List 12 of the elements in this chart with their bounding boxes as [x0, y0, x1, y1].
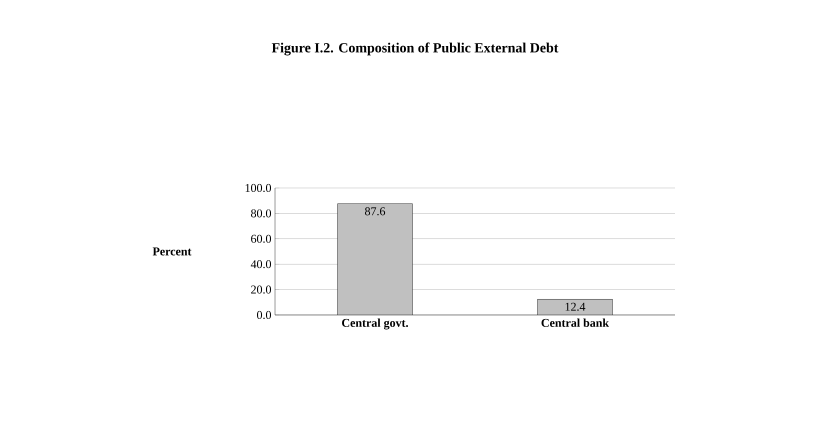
y-tick-label: 40.0	[250, 260, 272, 268]
y-axis-title: Percent	[152, 248, 192, 256]
data-label: 87.6	[365, 207, 386, 216]
y-tick-label: 80.0	[251, 209, 272, 218]
y-tick-label: 100.0	[246, 184, 272, 192]
y-tick-label: 60.0	[251, 234, 272, 243]
chart-title: Figure I.2. Composition of Public External Debt	[272, 42, 558, 56]
data-label: 12.4	[566, 302, 586, 311]
x-tick-label: Central govt.	[342, 318, 408, 330]
y-tick-label: 20.0	[251, 286, 272, 294]
x-tick-label: Central bank	[542, 318, 610, 327]
y-tick-label: 0.0	[257, 310, 272, 320]
